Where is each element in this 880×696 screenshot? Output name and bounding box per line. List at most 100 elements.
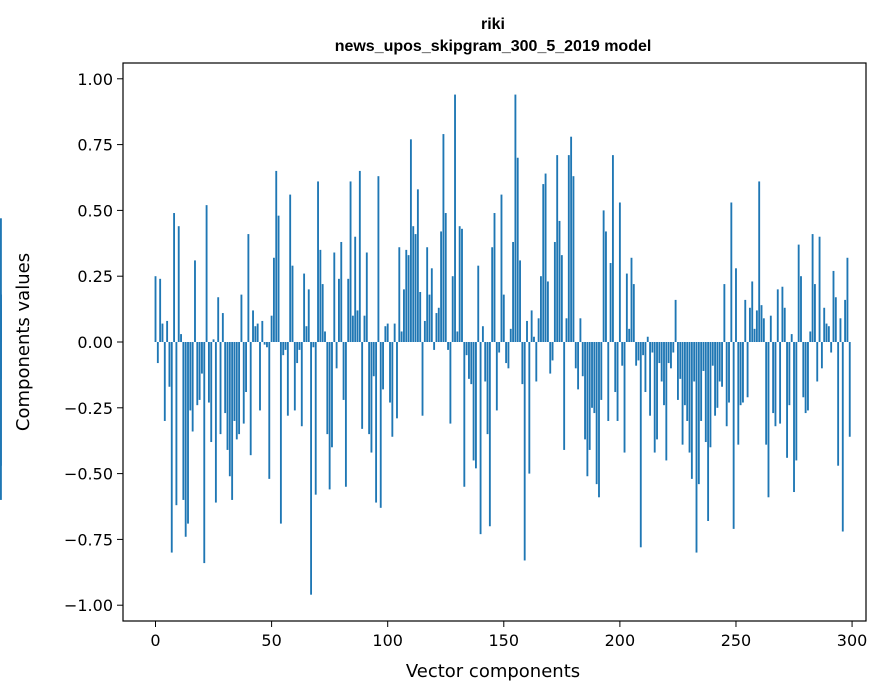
- bar: [721, 342, 723, 387]
- bar: [509, 328, 512, 342]
- bar: [196, 342, 199, 406]
- bar: [194, 260, 196, 342]
- bar: [224, 342, 227, 414]
- bar: [600, 342, 603, 400]
- bar: [683, 342, 686, 406]
- bar: [614, 342, 617, 393]
- bars-group: [0, 94, 851, 595]
- bar: [245, 342, 247, 393]
- bar: [481, 326, 484, 342]
- bar: [363, 315, 366, 342]
- bar: [558, 220, 561, 342]
- bar: [173, 213, 176, 342]
- bar: [593, 342, 596, 414]
- bar: [762, 318, 765, 342]
- y-tick-label: −1.00: [64, 596, 113, 615]
- bar: [447, 342, 449, 350]
- bar: [783, 307, 786, 342]
- bar: [642, 342, 645, 356]
- bar: [317, 181, 319, 342]
- bar: [565, 318, 568, 342]
- y-tick-label: 0.25: [77, 267, 113, 286]
- bar: [0, 218, 2, 342]
- bar: [386, 323, 389, 342]
- bar: [663, 342, 665, 406]
- bar: [428, 294, 431, 342]
- bar: [310, 342, 312, 595]
- bar: [751, 281, 754, 342]
- y-tick-label: −0.50: [64, 465, 113, 484]
- bar: [324, 331, 326, 342]
- bar: [577, 342, 580, 390]
- y-axis-ticks: 1.00 0.75 0.50 0.25 0.00 −0.25 −0.50 −0.75 −1.00: [64, 70, 123, 615]
- bar: [156, 342, 159, 364]
- bar: [414, 234, 417, 342]
- x-tick-label: 100: [372, 631, 403, 650]
- bar: [793, 342, 795, 493]
- bar: [184, 342, 187, 537]
- bar: [240, 294, 243, 342]
- bar: [159, 278, 162, 342]
- bar: [553, 241, 556, 342]
- bar: [365, 252, 368, 342]
- bar: [521, 342, 524, 385]
- bar: [437, 307, 440, 342]
- bar: [242, 342, 245, 424]
- bar: [616, 342, 619, 421]
- bar: [261, 320, 264, 342]
- bar: [693, 342, 696, 382]
- bar: [535, 342, 538, 382]
- bar: [370, 342, 373, 453]
- bar: [391, 342, 394, 437]
- bar: [779, 342, 782, 424]
- bar: [486, 342, 489, 435]
- bar: [440, 231, 443, 342]
- bar: [723, 284, 726, 342]
- bar: [528, 342, 531, 474]
- bar: [161, 323, 164, 342]
- bar: [632, 284, 635, 342]
- bar: [249, 342, 252, 456]
- bar: [298, 342, 301, 350]
- y-axis-label: Components values: [13, 253, 34, 431]
- bar: [674, 299, 677, 342]
- bar: [382, 342, 384, 390]
- bar: [570, 136, 573, 342]
- bar: [375, 342, 378, 503]
- bar: [714, 342, 717, 416]
- bar: [677, 342, 679, 400]
- bar: [644, 342, 647, 393]
- bar: [475, 342, 477, 469]
- bar: [804, 342, 807, 414]
- bar: [716, 342, 719, 408]
- bar: [293, 342, 296, 411]
- bar: [688, 342, 691, 453]
- bar: [377, 176, 380, 342]
- bar: [314, 342, 317, 495]
- bar: [349, 181, 352, 342]
- bar: [226, 342, 229, 450]
- bar: [753, 328, 756, 342]
- bar: [435, 313, 438, 342]
- bar: [275, 170, 278, 342]
- bar: [605, 231, 607, 342]
- bar: [289, 194, 292, 342]
- bar: [516, 157, 519, 342]
- bar: [730, 202, 733, 342]
- bar: [321, 284, 324, 342]
- bar: [319, 249, 322, 342]
- bar: [574, 342, 577, 369]
- bar: [198, 342, 201, 400]
- bar: [827, 326, 830, 342]
- bar: [231, 342, 234, 500]
- bar: [788, 342, 791, 406]
- x-tick-label: 50: [261, 631, 281, 650]
- bar: [335, 342, 338, 369]
- bar: [403, 289, 405, 342]
- bar: [379, 342, 382, 508]
- bar: [665, 342, 668, 461]
- bar: [537, 318, 540, 342]
- bar: [581, 342, 584, 377]
- bar: [389, 342, 391, 403]
